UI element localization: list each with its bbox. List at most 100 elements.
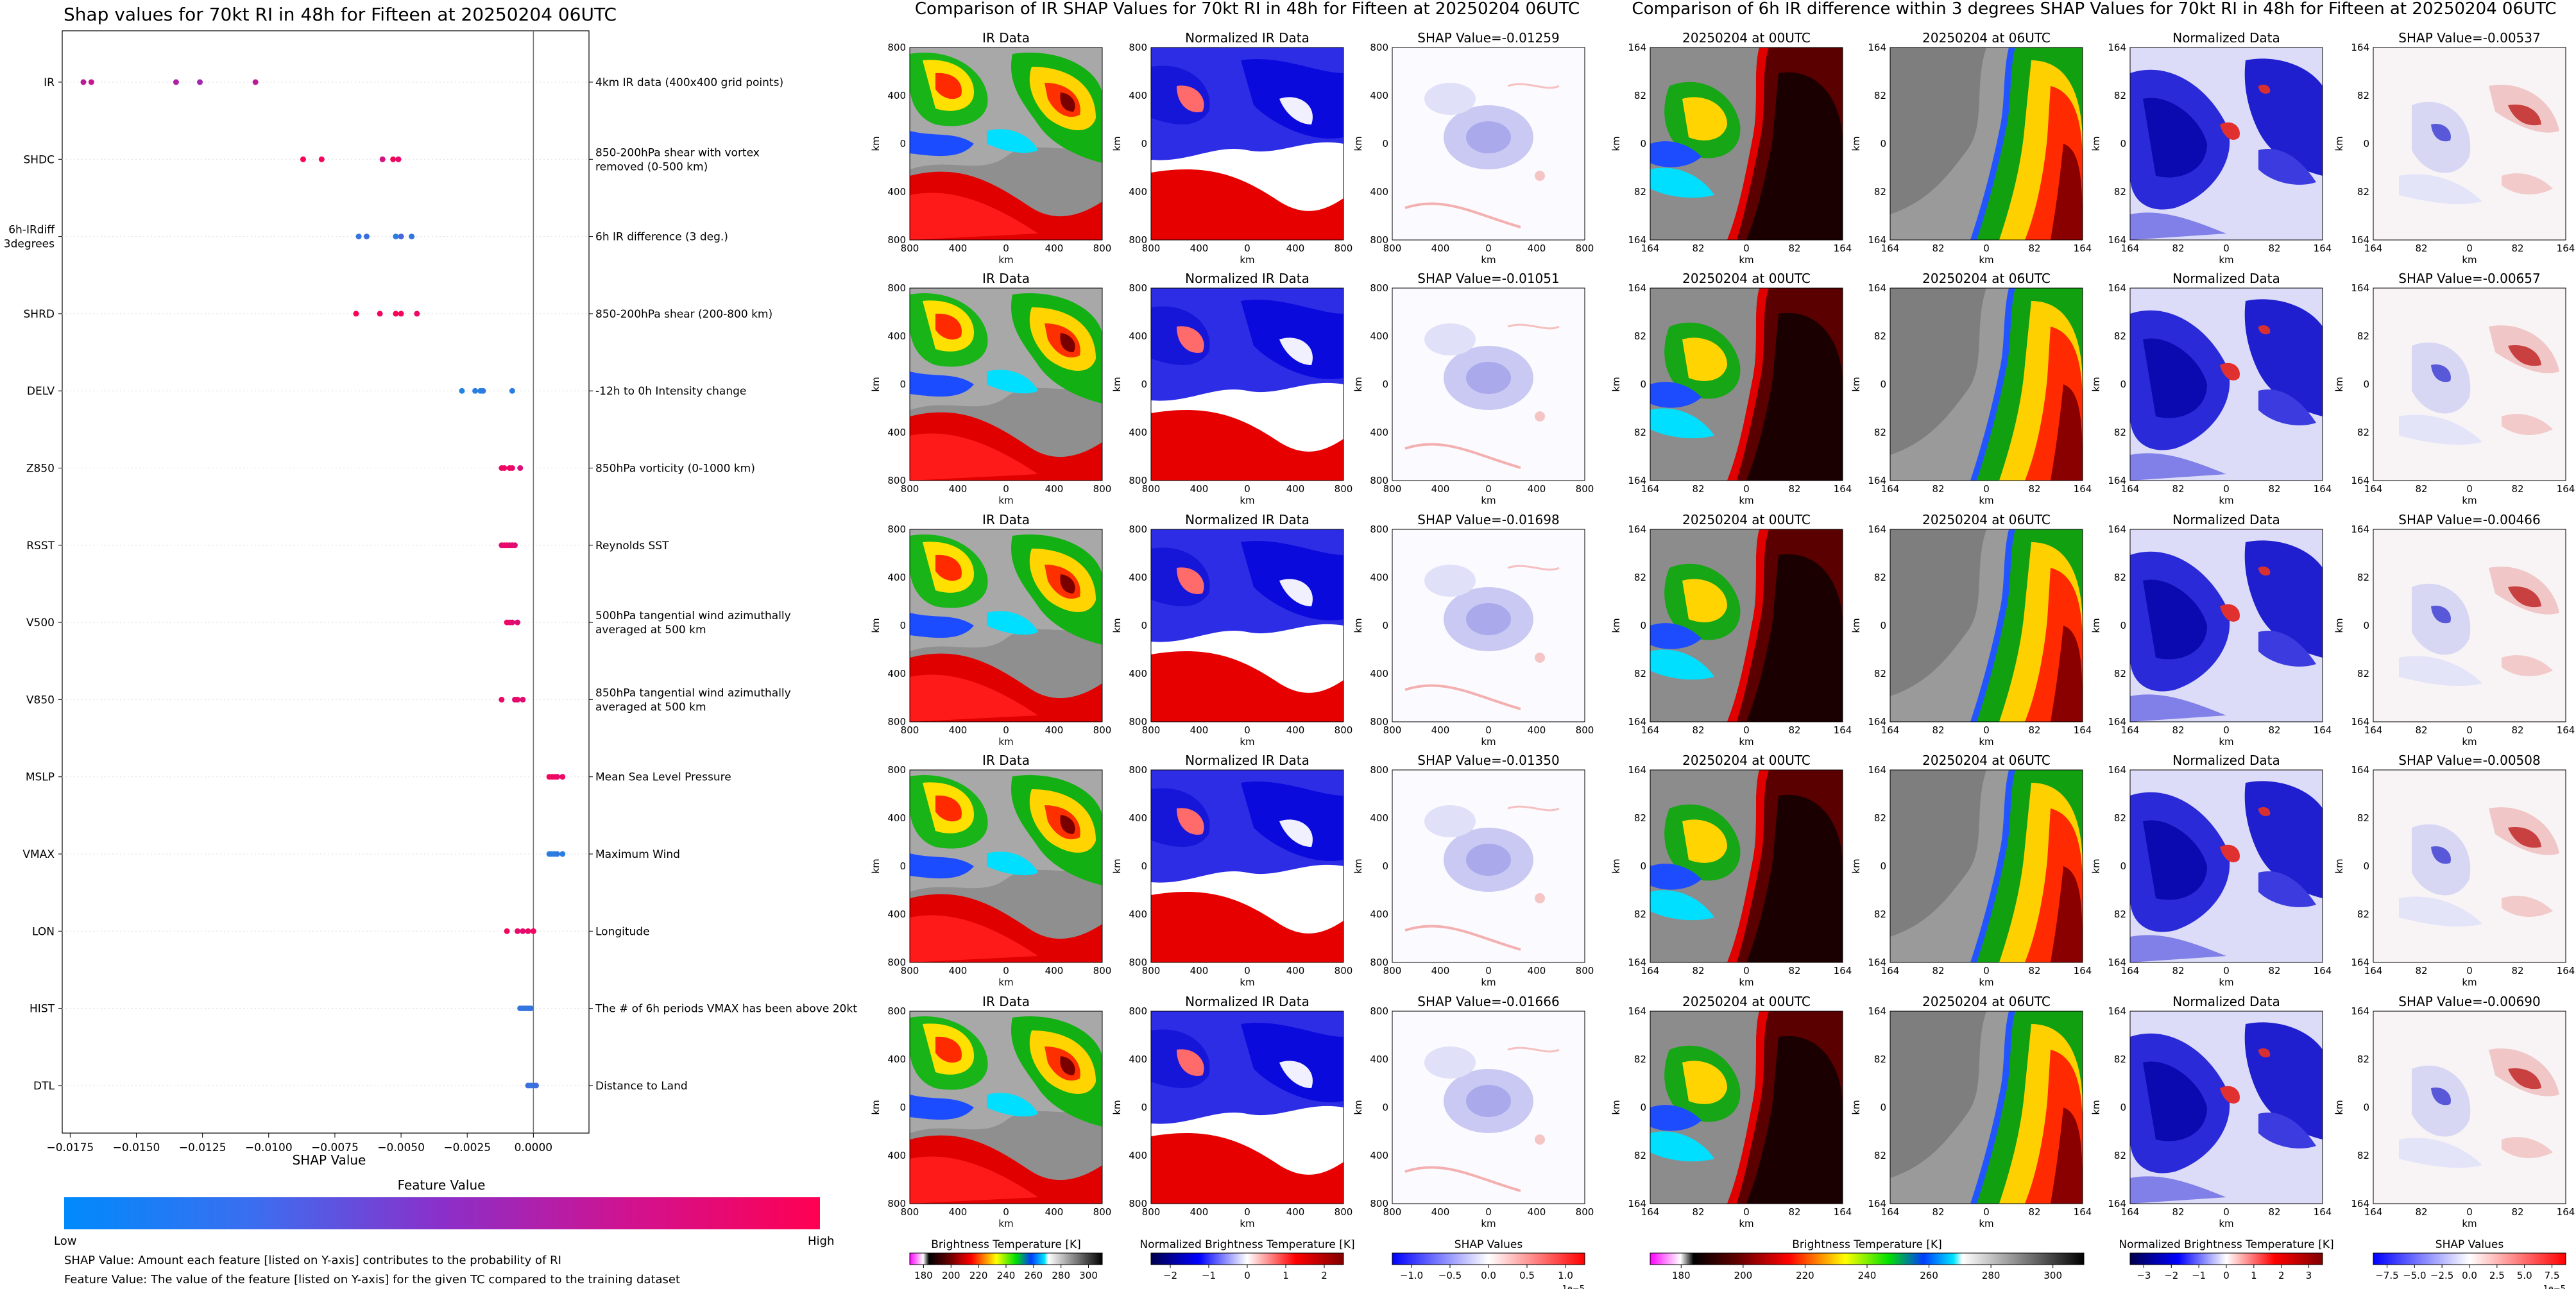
- y-tick-label: 0: [1640, 620, 1646, 631]
- beeswarm-plot-area: [62, 30, 590, 1134]
- x-tick-label: 400: [1286, 1206, 1305, 1218]
- y-tick-label: 82: [1634, 668, 1646, 679]
- colorbar-label: Normalized Brightness Temperature [K]: [1139, 1238, 1354, 1251]
- x-tick-label: −0.0100: [245, 1141, 293, 1154]
- x-tick-label: 800: [1335, 724, 1353, 736]
- colorbar-tick-label: 0.0: [2462, 1270, 2477, 1281]
- feature-description: Reynolds SST: [595, 540, 669, 552]
- y-tick-label: 0: [2120, 379, 2126, 390]
- x-tick-label: 400: [1431, 724, 1450, 736]
- diff-normalized-title: Normalized Data: [2172, 753, 2280, 768]
- x-axis-label: km: [1739, 254, 1753, 266]
- colorbar-tick-label: 300: [1079, 1270, 1098, 1281]
- colorbar-tick-label: 1: [2251, 1270, 2257, 1281]
- y-tick-label: 400: [1129, 330, 1147, 342]
- colorbar-label: Brightness Temperature [K]: [1792, 1238, 1941, 1251]
- colorbar-tick-label: 260: [1025, 1270, 1043, 1281]
- y-tick-label: 164: [1868, 764, 1886, 776]
- x-tick-label: 800: [1142, 965, 1161, 977]
- y-axis-label: km: [2333, 858, 2345, 873]
- y-axis-label: km: [2090, 618, 2102, 633]
- x-tick-label: 400: [1431, 965, 1450, 977]
- y-tick-label: 800: [1129, 1198, 1147, 1209]
- y-axis-label: km: [1850, 858, 1862, 873]
- x-axis-label: km: [2219, 736, 2233, 747]
- y-tick-label: 82: [2114, 330, 2126, 342]
- y-tick-label: 0: [1382, 1102, 1388, 1113]
- y-tick-label: 164: [2351, 42, 2369, 53]
- diff-normalized-frame: [2129, 529, 2323, 722]
- diff-shap-title: SHAP Value=-0.00508: [2398, 753, 2540, 768]
- x-tick-label: 400: [949, 483, 968, 495]
- x-tick-label: 164: [1641, 965, 1660, 977]
- x-tick-label: 82: [2268, 243, 2280, 254]
- normalized-ir-frame: [1150, 47, 1344, 241]
- ir-data-frame: [909, 287, 1103, 481]
- shap-point: [414, 311, 420, 317]
- feature-name-label: HIST: [30, 1003, 55, 1016]
- diff-00utc-frame: [1650, 769, 1843, 963]
- y-tick-label: 800: [887, 524, 906, 535]
- colorbar: [1392, 1252, 1585, 1265]
- x-axis-label: km: [1739, 495, 1753, 506]
- y-tick-label: 0: [1640, 138, 1646, 149]
- shap-point: [509, 619, 515, 626]
- x-tick-label: 800: [901, 965, 919, 977]
- y-tick-label: 0: [1382, 138, 1388, 149]
- y-tick-label: 164: [2351, 957, 2369, 968]
- ir-data-title: IR Data: [982, 512, 1030, 527]
- x-tick-label: 82: [2028, 724, 2040, 736]
- x-tick-label: 400: [1528, 965, 1546, 977]
- y-tick-label: 0: [1880, 860, 1886, 872]
- y-tick-label: 400: [1370, 90, 1388, 101]
- x-tick-label: 400: [1190, 483, 1209, 495]
- x-tick-label: 800: [1335, 243, 1353, 254]
- y-tick-label: 400: [887, 572, 906, 583]
- y-tick-label: 82: [2114, 186, 2126, 198]
- colorbar-tick-label: 180: [914, 1270, 933, 1281]
- x-tick-label: 400: [1190, 243, 1209, 254]
- feature-name-label: V500: [26, 617, 55, 629]
- y-tick-label: 0: [1880, 138, 1886, 149]
- shap-point: [355, 234, 362, 240]
- shap-point: [88, 79, 94, 85]
- x-tick-label: 400: [1190, 965, 1209, 977]
- colorbar-tick-label: 1.0: [1558, 1270, 1573, 1281]
- shap-point: [530, 928, 536, 934]
- y-axis-label: km: [870, 618, 882, 633]
- colorbar-tick-label: −1: [2192, 1270, 2206, 1281]
- colorbar-exponent: 1e−5: [2543, 1285, 2566, 1289]
- x-tick-label: −0.0025: [443, 1141, 491, 1154]
- x-tick-label: 800: [1335, 1206, 1353, 1218]
- diff-shap-frame: [2373, 769, 2566, 963]
- diff-normalized-frame: [2129, 287, 2323, 481]
- shap-point: [197, 79, 203, 85]
- diff-06utc-title: 20250204 at 06UTC: [1922, 753, 2051, 768]
- colorbar-tick-label: 220: [1796, 1270, 1814, 1281]
- y-tick-label: 800: [1370, 234, 1388, 246]
- x-tick-label: 164: [1641, 243, 1660, 254]
- y-tick-label: 82: [1874, 90, 1886, 101]
- diff-shap-image: [2373, 770, 2566, 962]
- y-tick-label: 0: [1141, 138, 1147, 149]
- x-tick-label: 0: [2466, 483, 2473, 495]
- y-tick-label: 164: [1628, 475, 1646, 486]
- x-axis-label: km: [998, 736, 1013, 747]
- y-tick-label: 164: [2108, 957, 2126, 968]
- y-tick-label: 400: [1129, 572, 1147, 583]
- x-tick-label: 0: [2223, 483, 2230, 495]
- y-axis-label: km: [1850, 136, 1862, 151]
- y-tick-label: 82: [1874, 330, 1886, 342]
- diff-00utc-title: 20250204 at 00UTC: [1682, 271, 1811, 286]
- shap-point: [363, 234, 370, 240]
- feature-description: 850-200hPa shear (200-800 km): [595, 308, 772, 321]
- diff-06utc-frame: [1889, 529, 2083, 722]
- x-tick-label: 800: [1093, 965, 1112, 977]
- x-tick-label: 164: [2121, 483, 2140, 495]
- diff-shap-frame: [2373, 287, 2566, 481]
- y-tick-label: 400: [1370, 572, 1388, 583]
- diff-shap-title: SHAP Value=-0.00466: [2398, 512, 2540, 527]
- diff-06utc-title: 20250204 at 06UTC: [1922, 994, 2051, 1009]
- y-tick-label: 800: [1129, 42, 1147, 53]
- shap-point: [515, 696, 521, 703]
